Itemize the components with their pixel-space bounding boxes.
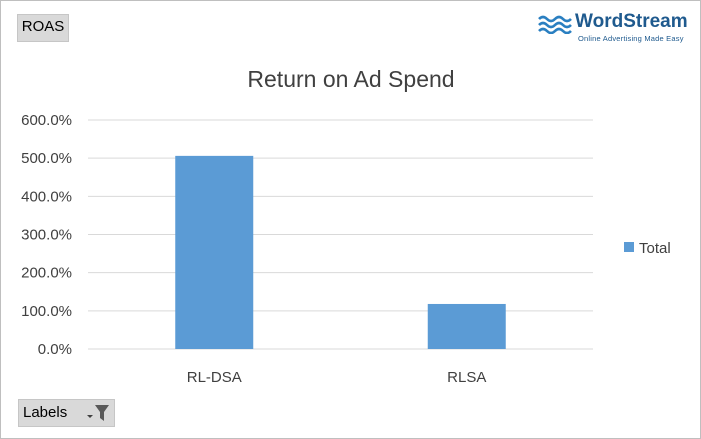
axis-field-label: Labels — [23, 404, 68, 421]
legend-label: Total — [639, 240, 671, 257]
x-axis-labels: RL-DSA RLSA — [187, 369, 487, 386]
y-tick-label: 500.0% — [21, 150, 72, 167]
gridlines — [88, 119, 593, 350]
legend: Total — [624, 240, 671, 257]
y-tick-label: 300.0% — [21, 227, 72, 244]
y-tick-label: 600.0% — [21, 112, 72, 129]
chart-title: Return on Ad Spend — [247, 66, 454, 92]
y-tick-label: 0.0% — [38, 341, 72, 358]
x-category-label: RL-DSA — [187, 369, 242, 386]
axis-field-button[interactable]: Labels — [18, 399, 115, 427]
value-field-button[interactable]: ROAS — [17, 14, 69, 42]
waves-icon — [538, 15, 572, 34]
y-tick-label: 100.0% — [21, 303, 72, 320]
y-axis-ticks: 0.0% 100.0% 200.0% 300.0% 400.0% 500.0% 600.0% — [21, 112, 72, 358]
bar-rlsa — [427, 303, 506, 349]
x-category-label: RLSA — [447, 369, 486, 386]
y-tick-label: 400.0% — [21, 188, 72, 205]
legend-swatch — [624, 242, 634, 252]
wordstream-logo: WordStream Online Advertising Made Easy — [538, 11, 688, 46]
y-tick-label: 200.0% — [21, 265, 72, 282]
bar-rl-dsa — [175, 155, 254, 349]
bars — [175, 155, 506, 349]
logo-tagline: Online Advertising Made Easy — [578, 34, 684, 43]
logo-name: WordStream — [575, 11, 688, 32]
filter-dropdown-icon[interactable] — [86, 402, 110, 424]
